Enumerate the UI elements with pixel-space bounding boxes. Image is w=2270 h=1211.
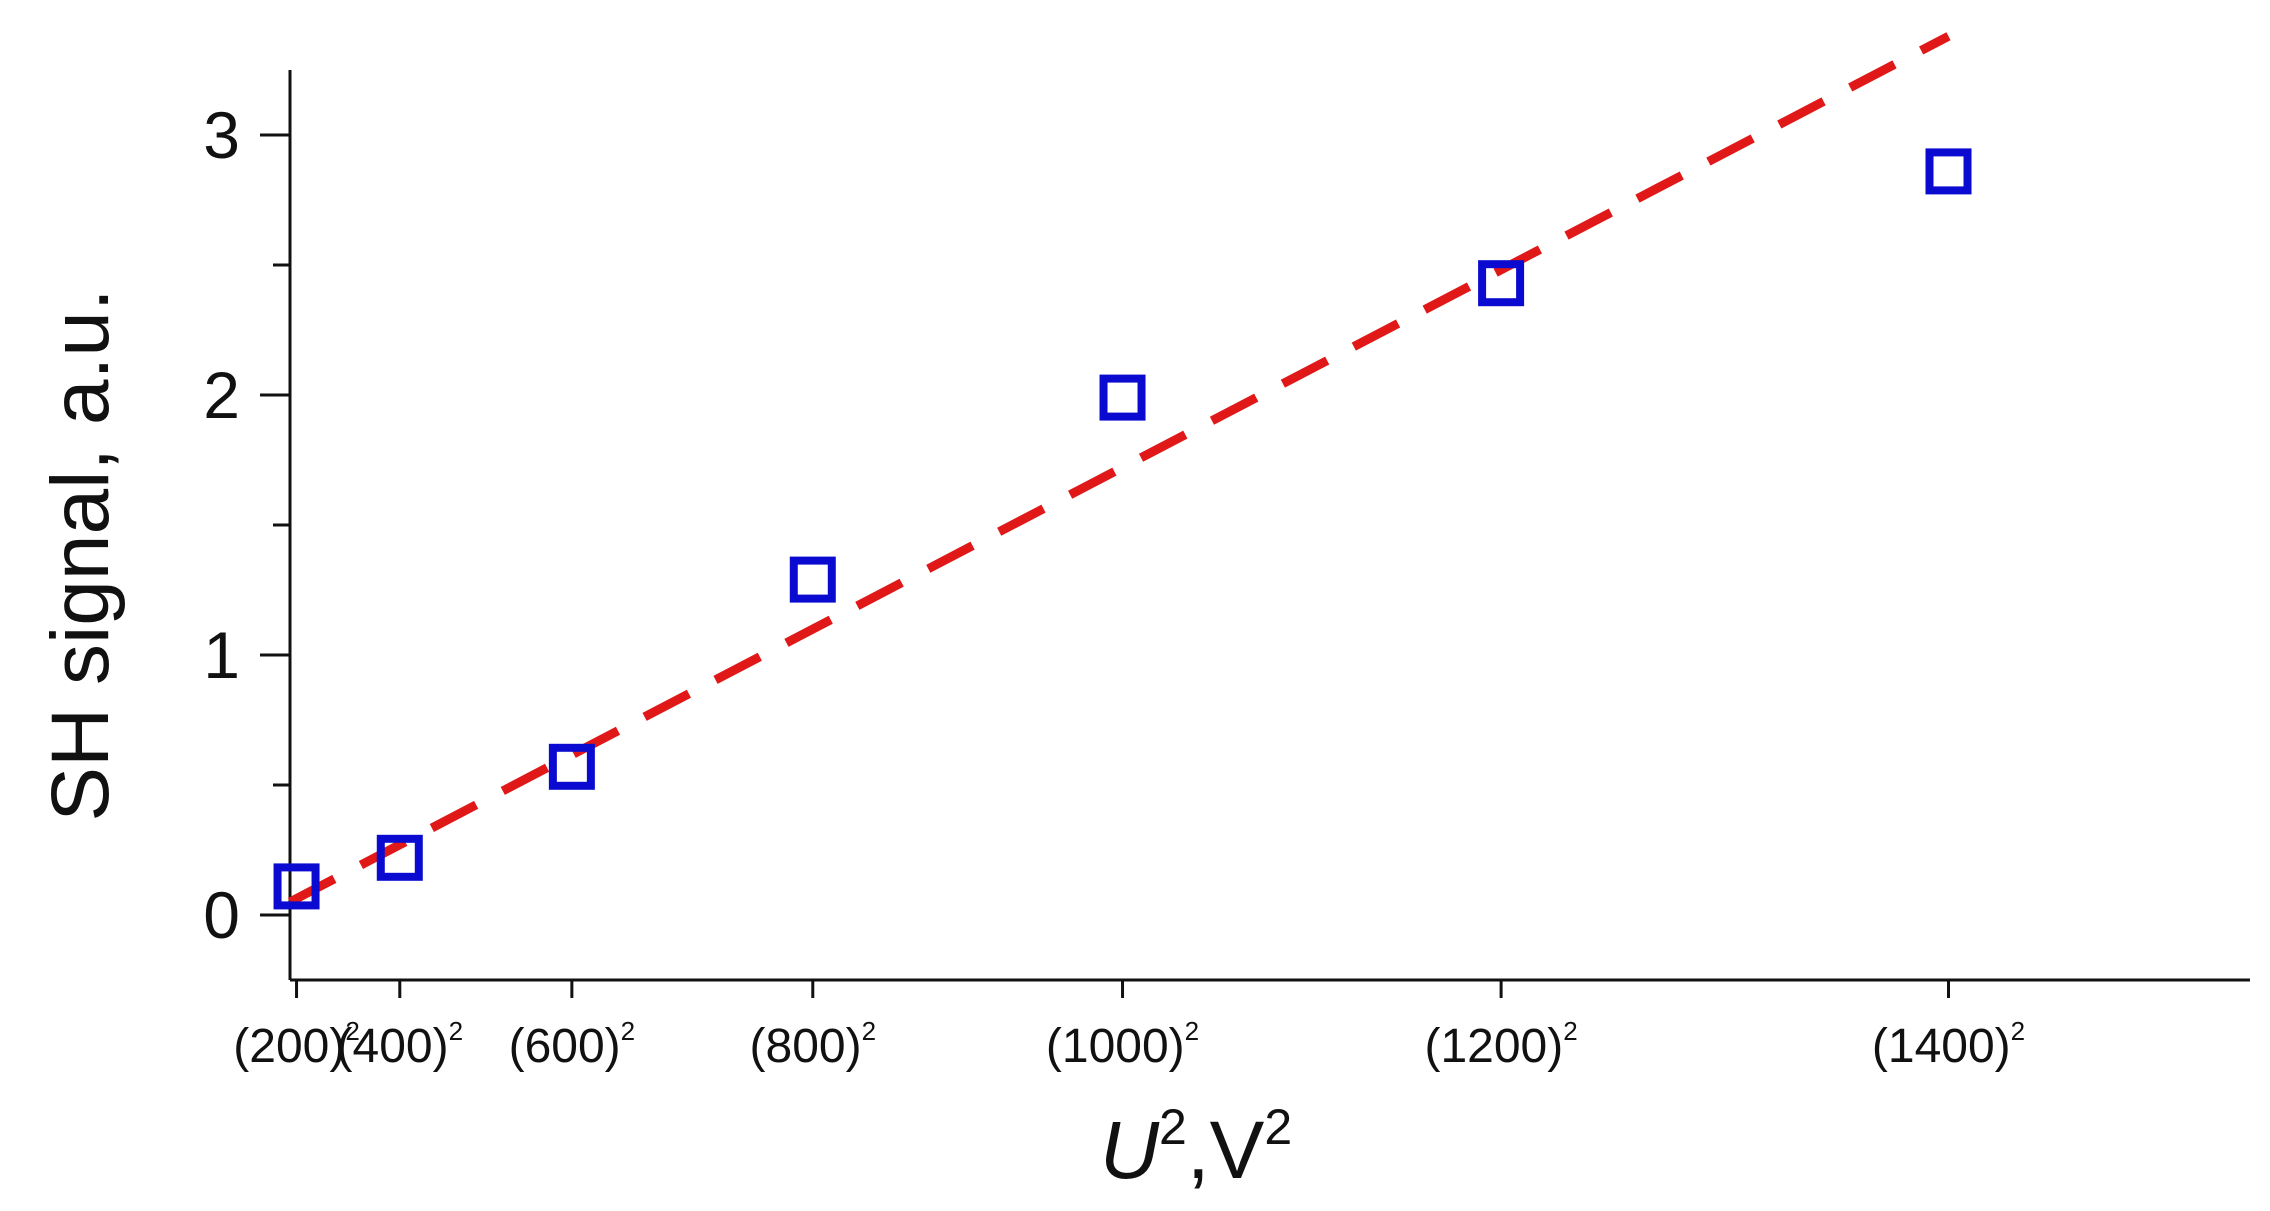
x-tick-label-base: (1000) [1046, 1020, 1185, 1073]
x-tick-label-sup: 2 [862, 1016, 876, 1046]
axes [288, 70, 2250, 982]
y-tick-label: 2 [203, 358, 240, 432]
x-tick-label-base: (1200) [1424, 1020, 1563, 1073]
x-tick-label-sup: 2 [621, 1016, 635, 1046]
x-axis-title-sup1: 2 [1159, 1099, 1187, 1155]
x-tick-label-base: (1400) [1872, 1020, 2011, 1073]
data-point-square [1478, 260, 1525, 307]
x-tick-label-sup: 2 [449, 1016, 463, 1046]
x-tick-label-sup: 2 [345, 1016, 359, 1046]
y-tick-label: 3 [203, 98, 240, 172]
x-tick-label: (400)2 [337, 1016, 464, 1073]
y-axis-title: SH signal, a.u. [35, 288, 126, 821]
y-tick-label: 1 [203, 618, 240, 692]
data-markers [273, 148, 1972, 910]
data-point-square [273, 863, 320, 910]
x-tick-label-sup: 2 [1563, 1016, 1577, 1046]
x-axis-title-base: U [1100, 1105, 1160, 1196]
y-tick-label: 0 [203, 878, 240, 952]
x-tick-label: (200)2 [233, 1016, 360, 1073]
x-tick-label: (1400)2 [1872, 1016, 2025, 1073]
y-axis-ticks: 0 1 2 3 [203, 98, 290, 952]
data-point-square [376, 834, 423, 881]
x-axis-ticks: (200)2(400)2 (600)2 (800)2 (1000)2 (1200)2 (1… [233, 980, 2025, 1073]
x-axis-title: U2,V2 [1100, 1099, 1292, 1196]
x-tick-label-base: (600) [509, 1020, 621, 1073]
data-point-square [1925, 148, 1972, 195]
x-tick-label: (800)2 [750, 1016, 877, 1073]
fit-line-layer [287, 32, 1951, 906]
x-tick-label-base: (200) [233, 1020, 345, 1073]
x-axis-title-sep: ,V [1187, 1105, 1265, 1196]
x-tick-label-base: (800) [750, 1020, 862, 1073]
x-axis-title-sup2: 2 [1264, 1099, 1292, 1155]
x-tick-label-sup: 2 [2011, 1016, 2025, 1046]
fit-line [287, 32, 1951, 906]
x-tick-label-sup: 2 [1185, 1016, 1199, 1046]
x-tick-label: (1200)2 [1424, 1016, 1577, 1073]
data-point-square [789, 556, 836, 603]
data-point-square [548, 743, 595, 790]
data-point-square [1099, 374, 1146, 421]
x-tick-label-base: (400) [337, 1020, 449, 1073]
x-tick-label: (600)2 [509, 1016, 636, 1073]
x-tick-label: (1000)2 [1046, 1016, 1199, 1073]
